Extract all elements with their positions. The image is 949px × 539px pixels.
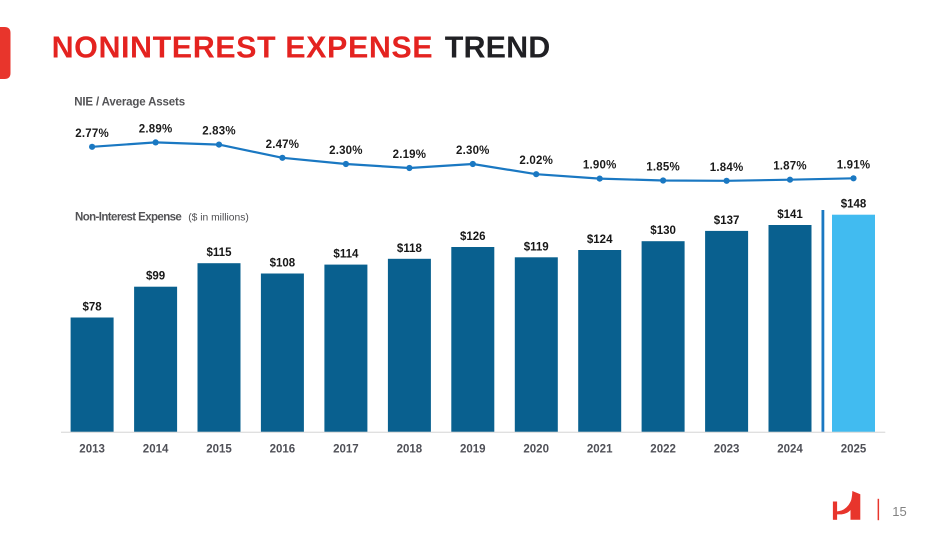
svg-text:2.30%: 2.30% — [456, 145, 490, 157]
svg-text:2022: 2022 — [650, 443, 676, 455]
svg-text:2020: 2020 — [523, 443, 549, 455]
svg-text:2.89%: 2.89% — [139, 123, 173, 135]
svg-text:($ in millions): ($ in millions) — [188, 213, 249, 224]
svg-text:NONINTEREST EXPENSE: NONINTEREST EXPENSE — [52, 31, 434, 65]
svg-text:2019: 2019 — [460, 443, 486, 455]
svg-text:2014: 2014 — [143, 443, 169, 455]
svg-text:$114: $114 — [333, 249, 359, 261]
svg-text:$148: $148 — [841, 199, 867, 211]
svg-text:15: 15 — [892, 504, 906, 519]
svg-text:2.77%: 2.77% — [75, 128, 109, 140]
svg-text:Non-Interest Expense: Non-Interest Expense — [75, 212, 181, 224]
svg-text:$108: $108 — [270, 258, 296, 270]
svg-text:1.84%: 1.84% — [710, 162, 744, 174]
svg-text:1.90%: 1.90% — [583, 160, 617, 172]
svg-text:$137: $137 — [714, 215, 740, 227]
svg-text:NIE / Average Assets: NIE / Average Assets — [74, 97, 185, 109]
svg-text:2023: 2023 — [714, 443, 740, 455]
svg-text:2024: 2024 — [777, 443, 803, 455]
svg-text:2016: 2016 — [270, 443, 296, 455]
svg-text:2025: 2025 — [841, 443, 867, 455]
svg-text:$126: $126 — [460, 231, 486, 243]
svg-text:$119: $119 — [524, 241, 549, 253]
svg-text:$78: $78 — [83, 302, 103, 314]
svg-text:$124: $124 — [587, 234, 613, 246]
svg-text:1.91%: 1.91% — [837, 159, 871, 171]
svg-text:2018: 2018 — [397, 443, 423, 455]
svg-text:2013: 2013 — [79, 443, 105, 455]
svg-text:2021: 2021 — [587, 443, 613, 455]
svg-text:$130: $130 — [650, 225, 676, 237]
svg-text:2.19%: 2.19% — [393, 149, 427, 161]
svg-text:2.30%: 2.30% — [329, 145, 363, 157]
svg-text:$115: $115 — [207, 247, 233, 259]
svg-text:$99: $99 — [146, 271, 165, 283]
svg-text:2.83%: 2.83% — [202, 126, 236, 138]
svg-text:$118: $118 — [397, 243, 423, 255]
svg-text:TREND: TREND — [445, 31, 551, 65]
svg-text:1.87%: 1.87% — [773, 161, 807, 173]
svg-text:2015: 2015 — [206, 443, 232, 455]
svg-text:2.02%: 2.02% — [519, 155, 553, 167]
svg-text:2017: 2017 — [333, 443, 359, 455]
svg-text:2.47%: 2.47% — [266, 139, 300, 151]
svg-text:$141: $141 — [777, 209, 803, 221]
svg-text:1.85%: 1.85% — [646, 162, 680, 174]
